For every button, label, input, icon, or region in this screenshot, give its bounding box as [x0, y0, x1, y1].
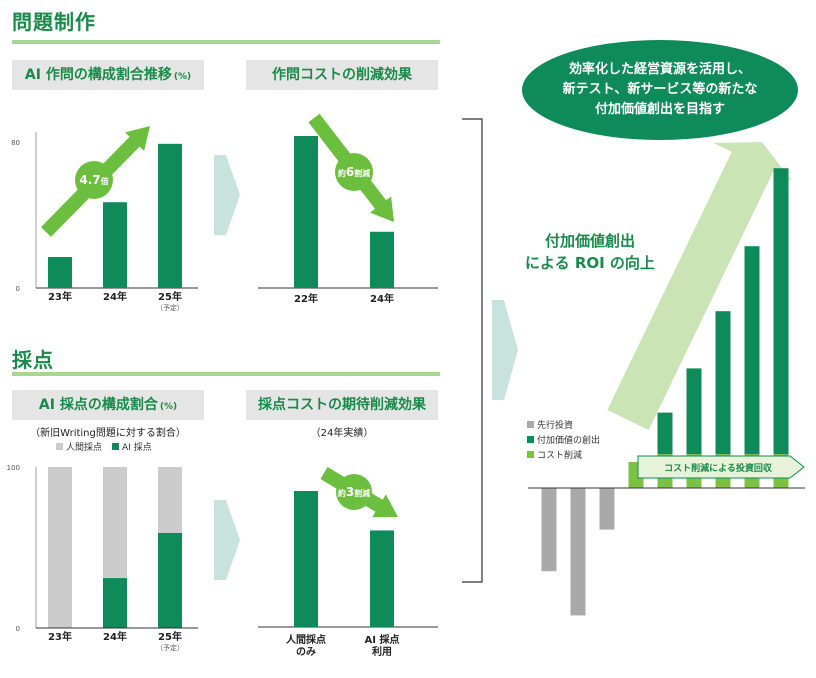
legend-item-value: 付加価値の創出 — [527, 433, 600, 446]
vision-bubble — [522, 40, 798, 140]
bracket — [462, 118, 483, 583]
legend-item-ai: AI 採点 — [112, 440, 152, 453]
panel-title-ai-question-ratio: AI 作問の構成割合推移 (%) — [12, 60, 204, 90]
roi-headline: 付加価値創出 による ROI の向上 — [510, 230, 670, 274]
panel-note-scoring-cost: （24年実績） — [310, 428, 374, 439]
category-label: 利用 — [372, 645, 392, 658]
chevron-right-icon — [214, 500, 240, 580]
chart-question-cost: 22年 24年 約6割減 — [258, 113, 438, 305]
legend-label: コスト削減 — [537, 451, 583, 461]
panel-unit: (%) — [159, 402, 178, 412]
legend-item-investment: 先行投資 — [527, 418, 600, 431]
chart-roi: コスト削減による投資回収 — [528, 142, 805, 616]
y-tick-label: 100 — [7, 464, 20, 472]
growth-badge-text: 4.7倍 — [79, 173, 108, 187]
chart-ai-scoring-ratio: 0 100 23年 24年 25年（予定） — [7, 464, 198, 652]
reduction-badge-text: 約6割減 — [338, 165, 370, 179]
vision-line: 新テスト、新サービス等の新たな — [562, 82, 758, 97]
bar — [294, 136, 318, 288]
bar-segment-ai — [103, 578, 127, 628]
section-rule-scoring — [12, 372, 440, 376]
bar-segment-human — [158, 467, 182, 534]
category-note: （予定） — [156, 303, 184, 312]
section-title-problem: 問題制作 — [12, 10, 96, 34]
category-label: のみ — [296, 646, 316, 658]
category-label: 25年 — [158, 290, 182, 303]
bar-segment-ai — [158, 533, 182, 628]
category-label: 24年 — [103, 290, 127, 303]
bar-value-creation — [715, 311, 731, 455]
chevron-right-icon — [492, 300, 518, 400]
y-tick-label: 80 — [11, 139, 20, 147]
bar — [370, 231, 394, 288]
section-rule-problem — [12, 40, 440, 44]
bar-value-creation — [773, 168, 789, 455]
category-label: 25年 — [158, 630, 182, 643]
panel-title-question-cost: 作問コストの削減効果 — [246, 60, 438, 90]
chart-ai-question-ratio: 0 80 23年 24年 25年（予定） 4.7倍 — [11, 126, 198, 312]
bar-investment — [541, 488, 557, 572]
legend-item-cost-reduction: コスト削減 — [527, 448, 600, 461]
panel-title-scoring-cost: 採点コストの期待削減効果 — [246, 390, 438, 420]
legend-item-human: 人間採点 — [56, 440, 102, 453]
bar-segment-human — [103, 467, 127, 579]
category-label: 人間採点 — [286, 633, 326, 646]
panel-unit: (%) — [173, 72, 192, 82]
reduction-badge — [335, 153, 373, 191]
panel-title-ai-scoring-ratio: AI 採点の構成割合 (%) — [12, 390, 204, 420]
roi-growth-arrow — [607, 142, 792, 430]
legend-roi: 先行投資 付加価値の創出 コスト削減 — [527, 418, 600, 461]
panel-note-ai-scoring: （新旧Writing問題に対する割合） — [30, 428, 186, 439]
legend-label: AI 採点 — [122, 443, 152, 453]
bar-investment — [599, 488, 615, 530]
bar-segment-human — [48, 467, 72, 628]
bar-value-creation — [686, 368, 702, 455]
recovery-arrow — [637, 455, 805, 479]
legend-ai-scoring: 人間採点 AI 採点 — [56, 440, 152, 453]
category-label: 24年 — [370, 292, 394, 305]
vision-bubble-text: 効率化した経営資源を活用し、 新テスト、新サービス等の新たな 付加価値創出を目指… — [530, 60, 790, 120]
recovery-label: コスト削減による投資回収 — [664, 462, 773, 474]
bar — [370, 530, 394, 627]
bar — [294, 491, 318, 627]
vision-line: 付加価値創出を目指す — [594, 102, 725, 117]
growth-badge — [75, 161, 113, 199]
category-label: AI 採点 — [365, 633, 400, 646]
chevron-right-icon — [214, 155, 240, 235]
roi-headline-line: による ROI の向上 — [525, 254, 655, 272]
category-label: 23年 — [48, 630, 72, 643]
reduction-badge-text: 約3割減 — [338, 485, 370, 499]
reduction-badge — [336, 474, 372, 510]
bar-value-creation — [657, 412, 673, 455]
y-tick-label: 0 — [16, 625, 20, 633]
category-note: （予定） — [156, 643, 184, 652]
roi-headline-line: 付加価値創出 — [544, 232, 635, 250]
category-label: 22年 — [294, 292, 318, 305]
y-tick-label: 0 — [16, 285, 20, 293]
category-label: 24年 — [103, 630, 127, 643]
bar — [103, 202, 127, 288]
vision-line: 効率化した経営資源を活用し、 — [568, 62, 751, 77]
legend-label: 付加価値の創出 — [537, 436, 601, 446]
bar-investment — [570, 488, 586, 616]
bar — [158, 143, 182, 288]
section-title-scoring: 採点 — [12, 348, 54, 372]
panel-title-text: AI 採点の構成割合 — [38, 397, 158, 413]
legend-label: 人間採点 — [66, 443, 103, 453]
category-label: 23年 — [48, 290, 72, 303]
bar-value-creation — [744, 246, 760, 455]
bar — [48, 256, 72, 288]
legend-label: 先行投資 — [537, 421, 574, 431]
panel-title-text: AI 作問の構成割合推移 — [24, 67, 172, 83]
